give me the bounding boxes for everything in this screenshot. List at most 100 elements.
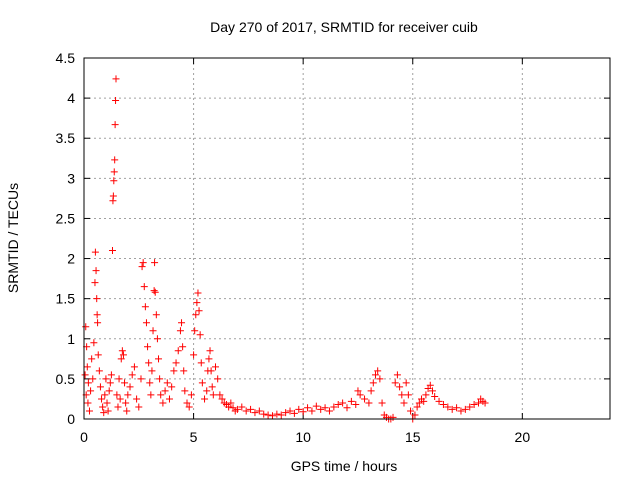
- data-point: [251, 409, 259, 417]
- data-point: [87, 387, 95, 395]
- data-point: [198, 379, 206, 387]
- data-point: [431, 393, 439, 401]
- data-point: [185, 403, 193, 411]
- y-tick-label: 0: [67, 411, 75, 427]
- data-point: [400, 399, 408, 407]
- data-point: [170, 367, 178, 375]
- data-point: [304, 404, 312, 412]
- data-point: [475, 399, 482, 407]
- data-point: [165, 395, 173, 403]
- data-point: [212, 363, 219, 371]
- data-point: [108, 247, 116, 255]
- data-point: [214, 375, 222, 383]
- data-point: [255, 407, 263, 415]
- data-point: [109, 192, 117, 200]
- data-point: [96, 383, 104, 391]
- data-point: [190, 351, 198, 359]
- data-point: [339, 399, 347, 407]
- data-point: [101, 391, 109, 399]
- data-point: [325, 407, 333, 415]
- x-tick-label: 10: [295, 429, 311, 445]
- data-point: [330, 403, 338, 411]
- data-point: [91, 248, 99, 256]
- data-point: [130, 363, 138, 371]
- data-point: [206, 347, 214, 355]
- data-point: [396, 383, 404, 391]
- data-point: [93, 311, 101, 319]
- data-point: [389, 413, 397, 421]
- data-point: [107, 371, 115, 379]
- data-point: [209, 391, 217, 399]
- data-point: [115, 375, 123, 383]
- data-point: [110, 177, 118, 185]
- data-point: [196, 331, 204, 339]
- data-point: [123, 407, 131, 415]
- data-point: [111, 156, 119, 164]
- data-point: [393, 371, 401, 379]
- data-point: [225, 403, 233, 411]
- data-point: [146, 379, 154, 387]
- data-point: [83, 363, 91, 371]
- data-point: [233, 405, 241, 413]
- data-point: [144, 343, 152, 351]
- x-axis-ticks: 0 5 10 15 20: [80, 58, 530, 445]
- data-point: [466, 403, 474, 411]
- data-point: [114, 403, 122, 411]
- data-point: [99, 403, 107, 411]
- data-point: [247, 405, 255, 413]
- data-point: [334, 401, 342, 409]
- data-point: [378, 399, 386, 407]
- data-point: [178, 319, 186, 327]
- data-point: [374, 367, 382, 375]
- data-point: [104, 407, 112, 415]
- data-point: [407, 407, 415, 415]
- data-point: [227, 399, 235, 407]
- data-point: [354, 387, 362, 395]
- data-point: [118, 347, 126, 355]
- data-point: [376, 375, 384, 383]
- data-point: [481, 399, 489, 407]
- data-point: [150, 287, 158, 295]
- data-point: [94, 319, 102, 327]
- x-axis-label: GPS time / hours: [291, 458, 398, 474]
- data-point: [361, 395, 369, 403]
- data-point: [90, 339, 98, 347]
- data-point: [371, 371, 379, 379]
- data-point: [286, 407, 294, 415]
- data-point: [112, 97, 120, 105]
- y-tick-label: 4.5: [56, 50, 76, 66]
- data-point: [156, 375, 164, 383]
- data-point: [413, 403, 421, 411]
- data-point: [242, 407, 250, 415]
- data-point: [82, 323, 90, 331]
- data-point: [172, 359, 180, 367]
- data-point: [183, 399, 191, 407]
- data-point: [398, 391, 406, 399]
- data-point: [103, 399, 111, 407]
- x-tick-label: 0: [80, 429, 88, 445]
- data-point: [128, 371, 136, 379]
- data-point: [180, 367, 188, 375]
- data-point: [205, 355, 213, 363]
- data-point: [290, 409, 298, 417]
- data-point: [312, 402, 320, 410]
- data-point: [174, 347, 182, 355]
- data-point: [148, 367, 156, 375]
- y-tick-label: 2.5: [56, 210, 76, 226]
- data-point: [411, 411, 419, 419]
- data-point: [141, 303, 149, 311]
- y-tick-label: 1: [67, 331, 75, 347]
- data-point: [201, 395, 209, 403]
- data-point: [365, 399, 373, 407]
- data-point: [149, 327, 157, 335]
- y-tick-label: 3.5: [56, 130, 76, 146]
- data-point: [110, 168, 118, 176]
- data-point: [264, 411, 272, 419]
- data-point: [197, 359, 205, 367]
- data-point: [238, 403, 246, 411]
- y-tick-label: 4: [67, 90, 75, 106]
- data-point: [161, 387, 169, 395]
- data-point: [179, 343, 187, 351]
- data-point: [176, 327, 184, 335]
- data-point: [147, 391, 155, 399]
